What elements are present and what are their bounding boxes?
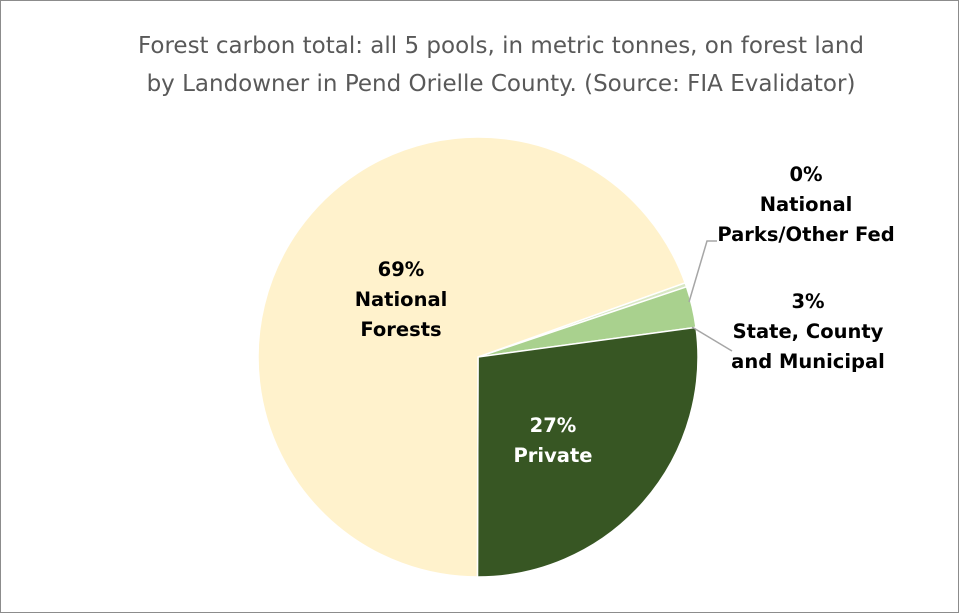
data-label-state-county-and-municipal: 3% State, County and Municipal [731,290,885,373]
data-label-private: 27% Private [513,414,592,467]
chart-title: Forest carbon total: all 5 pools, in met… [137,33,865,97]
leader-line-national-parks-other-fed [688,240,717,303]
data-label-national-parks-other-fed: 0% National Parks/Other Fed [717,163,894,246]
pie-slice-private [476,326,699,578]
data-label-national-forests: 69% National Forests [355,258,448,341]
pie-slice-national-forests [257,136,687,578]
leader-line-state-county-and-municipal [691,326,733,352]
